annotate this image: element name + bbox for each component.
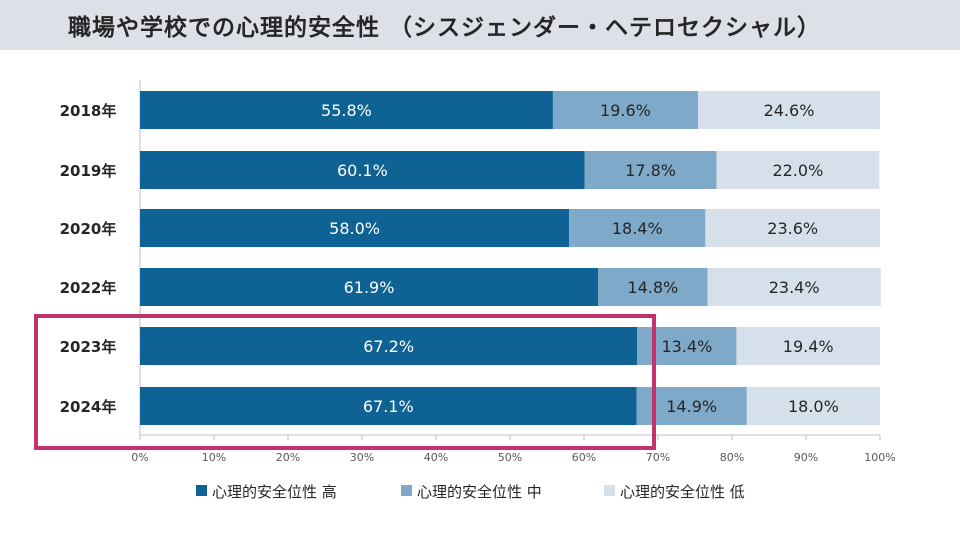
data-label: 55.8% [321, 101, 372, 120]
x-tick-label: 70% [646, 451, 670, 464]
data-label: 23.4% [769, 278, 820, 297]
category-label: 2018年 [60, 102, 117, 120]
bar-segment [746, 387, 880, 425]
legend-swatch [604, 485, 615, 496]
data-label: 19.6% [600, 101, 651, 120]
legend-swatch [401, 485, 412, 496]
data-label: 24.6% [764, 101, 815, 120]
legend-label: 心理的安全位性 高 [212, 483, 337, 501]
bar-segment [598, 268, 708, 306]
data-label: 17.8% [625, 161, 676, 180]
data-label: 14.8% [627, 278, 678, 297]
bar-segment [736, 327, 880, 365]
x-tick-label: 60% [572, 451, 596, 464]
category-label: 2019年 [60, 162, 117, 180]
x-tick-label: 50% [498, 451, 522, 464]
bar-segment [569, 209, 706, 247]
category-label: 2024年 [60, 398, 117, 416]
category-label: 2022年 [60, 279, 117, 297]
bar-segment [140, 209, 570, 247]
data-label: 18.0% [788, 397, 839, 416]
highlight-box [34, 314, 656, 450]
x-tick-label: 20% [276, 451, 300, 464]
bar-segment [705, 209, 880, 247]
data-label: 58.0% [329, 219, 380, 238]
x-tick-label: 90% [794, 451, 818, 464]
bar-segment [140, 268, 599, 306]
bar-segment [584, 151, 717, 189]
bar-segment [716, 151, 880, 189]
x-tick-label: 100% [864, 451, 895, 464]
bar-segment [140, 91, 553, 129]
data-label: 60.1% [337, 161, 388, 180]
bar-segment [697, 91, 880, 129]
x-tick-label: 0% [131, 451, 148, 464]
bar-segment [140, 387, 637, 425]
bar-segment [707, 268, 881, 306]
data-label: 22.0% [772, 161, 823, 180]
x-tick-label: 80% [720, 451, 744, 464]
chart-title: 職場や学校での心理的安全性 （シスジェンダー・ヘテロセクシャル） [68, 15, 822, 41]
data-label: 67.2% [363, 337, 414, 356]
bar-segment [140, 151, 585, 189]
data-label: 13.4% [661, 337, 712, 356]
data-label: 67.1% [363, 397, 414, 416]
legend-swatch [196, 485, 207, 496]
data-label: 23.6% [767, 219, 818, 238]
legend-label: 心理的安全位性 中 [417, 483, 542, 501]
data-label: 19.4% [783, 337, 834, 356]
title-bar: 職場や学校での心理的安全性 （シスジェンダー・ヘテロセクシャル） [0, 0, 960, 50]
bar-segment [552, 91, 698, 129]
x-tick-label: 30% [350, 451, 374, 464]
x-tick-label: 10% [202, 451, 226, 464]
data-label: 14.9% [666, 397, 717, 416]
x-tick-label: 40% [424, 451, 448, 464]
legend-label: 心理的安全位性 低 [620, 483, 745, 501]
category-label: 2020年 [60, 220, 117, 238]
category-label: 2023年 [60, 338, 117, 356]
data-label: 18.4% [612, 219, 663, 238]
bar-segment [140, 327, 638, 365]
data-label: 61.9% [344, 278, 395, 297]
